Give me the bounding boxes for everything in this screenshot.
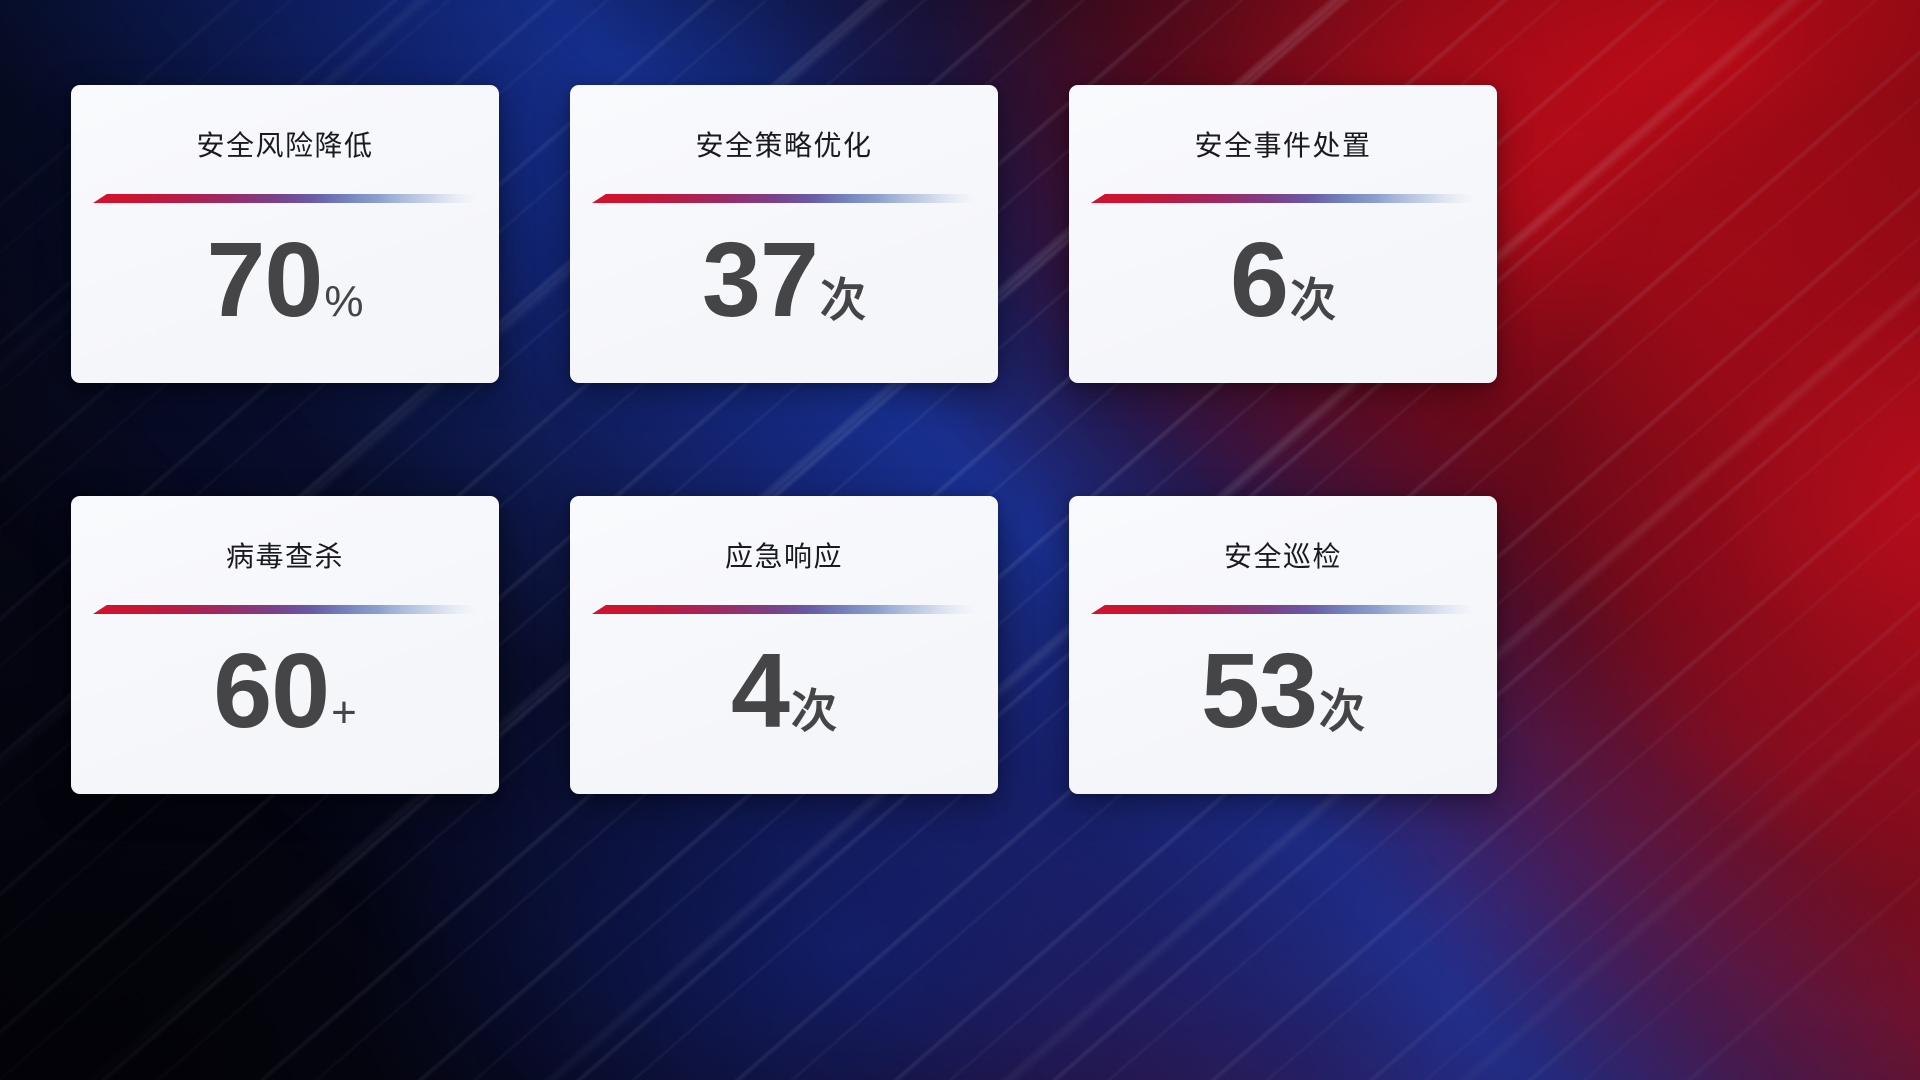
- stat-card-number: 6: [1230, 221, 1289, 339]
- stat-card[interactable]: 病毒查杀 60 +: [71, 496, 499, 794]
- stat-card[interactable]: 安全风险降低 70 %: [71, 85, 499, 383]
- stat-card-value: 60 +: [213, 638, 357, 744]
- stat-card-title: 安全巡检: [1223, 541, 1342, 572]
- stat-card[interactable]: 安全事件处置 6 次: [1069, 85, 1497, 383]
- stat-card-value: 4 次: [731, 638, 837, 744]
- stat-card-grid: 安全风险降低 70 % 安全策略优化 37 次 安全事件处置: [71, 85, 1497, 794]
- stat-card-gradient-rule: [93, 194, 477, 203]
- stat-card-unit: 次: [819, 274, 866, 326]
- stat-card-value: 53 次: [1201, 638, 1365, 744]
- stat-card-unit: %: [324, 277, 364, 326]
- stat-card-unit: 次: [1289, 274, 1336, 326]
- stat-card-value: 70 %: [206, 227, 363, 333]
- stat-card-number: 53: [1201, 632, 1318, 750]
- stat-card[interactable]: 安全策略优化 37 次: [570, 85, 998, 383]
- stat-card-number: 60: [213, 632, 330, 750]
- stat-card-gradient-rule: [592, 605, 976, 614]
- stat-card-number: 37: [702, 221, 819, 339]
- stat-card-value: 37 次: [702, 227, 866, 333]
- stat-card-unit: 次: [1318, 685, 1365, 737]
- stat-card-unit: +: [331, 688, 357, 737]
- stat-card[interactable]: 安全巡检 53 次: [1069, 496, 1497, 794]
- stat-card-gradient-rule: [1091, 605, 1475, 614]
- stat-card-gradient-rule: [93, 605, 477, 614]
- stat-card-value: 6 次: [1230, 227, 1336, 333]
- stat-card-number: 4: [731, 632, 790, 750]
- stat-card-title: 安全事件处置: [1194, 130, 1372, 161]
- stat-card-unit: 次: [790, 685, 837, 737]
- stat-card-title: 安全策略优化: [695, 130, 873, 161]
- stat-card-title: 应急响应: [724, 541, 843, 572]
- stat-card-title: 病毒查杀: [225, 541, 344, 572]
- stat-card[interactable]: 应急响应 4 次: [570, 496, 998, 794]
- stat-card-title: 安全风险降低: [196, 130, 374, 161]
- stat-card-gradient-rule: [1091, 194, 1475, 203]
- stat-card-number: 70: [206, 221, 323, 339]
- stat-card-gradient-rule: [592, 194, 976, 203]
